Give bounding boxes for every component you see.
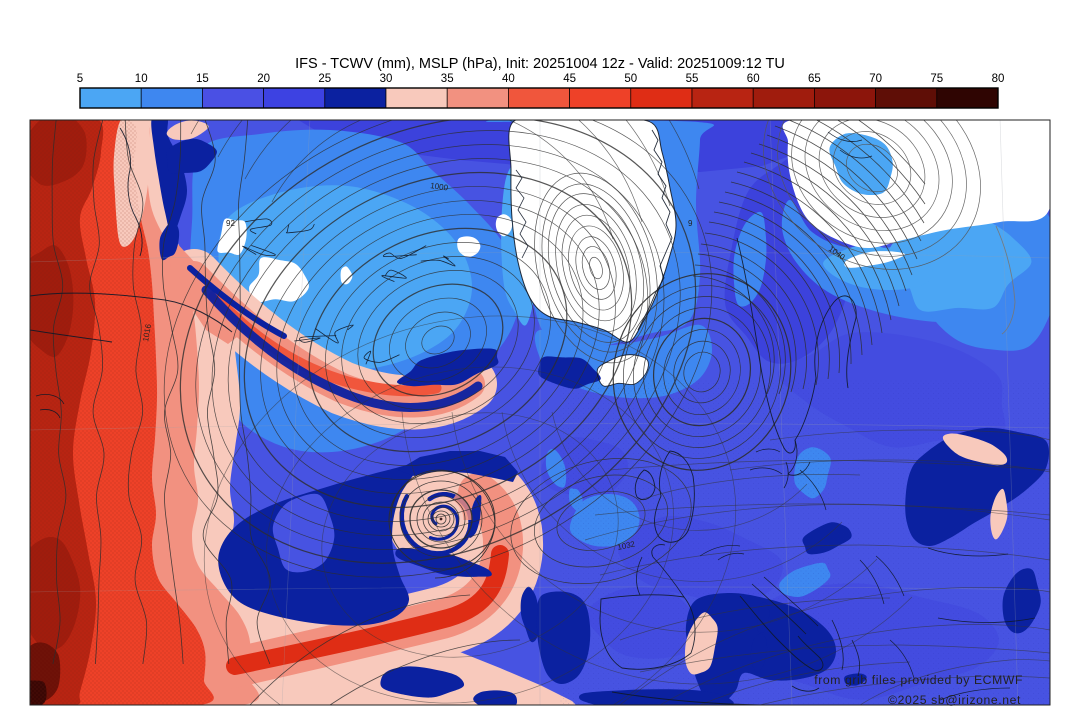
svg-text:20: 20 <box>257 73 270 85</box>
svg-text:50: 50 <box>624 73 637 85</box>
svg-text:10: 10 <box>135 73 148 85</box>
svg-text:30: 30 <box>380 73 393 85</box>
svg-text:1000: 1000 <box>430 181 449 192</box>
svg-text:35: 35 <box>441 73 454 85</box>
svg-text:15: 15 <box>196 73 209 85</box>
svg-text:65: 65 <box>808 73 821 85</box>
svg-text:1016: 1016 <box>141 323 153 343</box>
svg-text:80: 80 <box>992 73 1005 85</box>
svg-text:40: 40 <box>502 73 515 85</box>
svg-text:IFS - TCWV (mm), MSLP (hPa), I: IFS - TCWV (mm), MSLP (hPa), Init: 20251… <box>295 56 785 72</box>
svg-text:75: 75 <box>930 73 943 85</box>
svg-text:1032: 1032 <box>617 539 637 552</box>
svg-text:5: 5 <box>77 73 83 85</box>
svg-text:70: 70 <box>869 73 882 85</box>
svg-text:from grib files provided by EC: from grib files provided by ECMWF <box>814 673 1023 687</box>
svg-text:60: 60 <box>747 73 760 85</box>
svg-text:25: 25 <box>318 73 331 85</box>
svg-text:45: 45 <box>563 73 576 85</box>
svg-text:55: 55 <box>686 73 699 85</box>
svg-text:©2025 sb@irizone.net: ©2025 sb@irizone.net <box>888 693 1021 707</box>
